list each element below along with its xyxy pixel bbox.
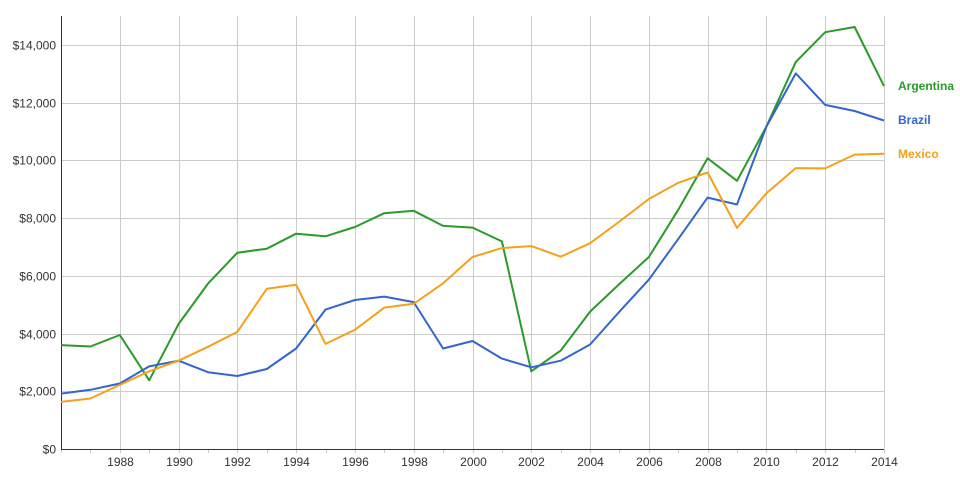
x-tick-label: 1998 <box>401 455 428 469</box>
series-labels: Argentina Brazil Mexico <box>898 79 954 161</box>
series-label-mexico: Mexico <box>898 147 939 161</box>
y-tick-label: $6,000 <box>19 270 56 284</box>
data-series <box>60 26 885 403</box>
series-line-brazil[interactable] <box>60 72 885 395</box>
y-tick-label: $8,000 <box>19 212 56 226</box>
x-tick-label: 2014 <box>871 455 898 469</box>
series-label-argentina: Argentina <box>898 79 954 93</box>
x-tick-label: 1994 <box>283 455 310 469</box>
x-tick-label: 1990 <box>166 455 193 469</box>
series-label-brazil: Brazil <box>898 113 931 127</box>
y-tick-label: $12,000 <box>13 97 57 111</box>
y-tick-label: $2,000 <box>19 385 56 399</box>
x-tick-label: 2008 <box>695 455 722 469</box>
y-tick-label: $14,000 <box>13 39 57 53</box>
x-tick-label: 2012 <box>812 455 839 469</box>
x-tick-label: 2000 <box>460 455 487 469</box>
x-tick-label: 2004 <box>577 455 604 469</box>
grid-lines <box>61 16 885 450</box>
y-tick-label: $4,000 <box>19 328 56 342</box>
x-tick-label: 1996 <box>342 455 369 469</box>
series-line-argentina[interactable] <box>60 26 885 382</box>
x-tick-label: 2002 <box>518 455 545 469</box>
y-tick-label: $0 <box>43 443 57 457</box>
x-tick-label: 1992 <box>224 455 251 469</box>
x-tick-label: 2010 <box>753 455 780 469</box>
y-tick-label: $10,000 <box>13 154 57 168</box>
series-line-mexico[interactable] <box>60 152 885 403</box>
x-tick-label: 2006 <box>636 455 663 469</box>
axes: $0 $2,000 $4,000 $6,000 $8,000 $10,000 $12,000… <box>13 16 898 469</box>
x-tick-label: 1988 <box>107 455 134 469</box>
